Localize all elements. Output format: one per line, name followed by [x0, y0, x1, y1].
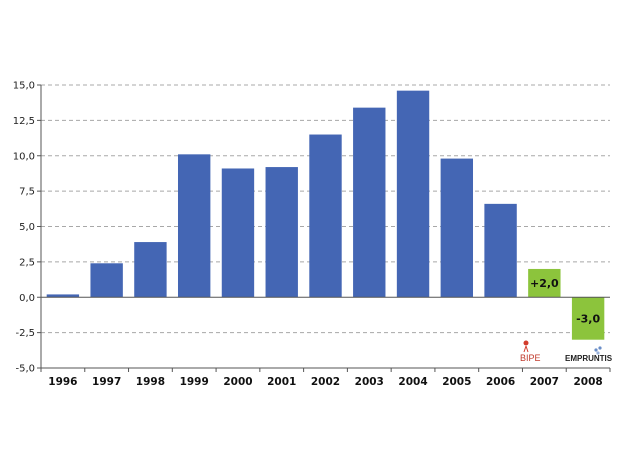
axes: [40, 85, 611, 372]
bar-1998: [134, 242, 167, 298]
y-tick-label: -2,5: [15, 328, 35, 339]
bar-2006: [484, 203, 517, 298]
bipe-logo: BIPE: [520, 340, 541, 363]
x-tick-label: 2004: [398, 376, 427, 388]
x-tick-label: 2005: [442, 376, 471, 388]
x-tick-label: 2008: [573, 376, 602, 388]
bar-2003: [353, 107, 386, 298]
empruntis-logo: EMPRUNTIS: [565, 346, 613, 363]
bar-2002: [309, 134, 342, 298]
x-tick-labels: 1996 1997 1998 1999 2000 2001 2002 2003 2004 2005…: [48, 376, 602, 388]
y-tick-label: -5,0: [15, 364, 35, 375]
x-tick-label: 1996: [48, 376, 77, 388]
y-tick-labels: -5,0 -2,5 0,0 2,5 5,0 7,5 10,0 12,5 15,0: [13, 81, 41, 375]
x-tick-label: 2007: [530, 376, 559, 388]
bar-2007: [528, 268, 561, 298]
bars: [46, 90, 605, 340]
y-tick-label: 5,0: [19, 222, 35, 233]
y-tick-label: 10,0: [13, 151, 35, 162]
bipe-logo-text: BIPE: [520, 353, 541, 363]
y-tick-label: 7,5: [19, 187, 35, 198]
x-tick-label: 1998: [136, 376, 165, 388]
source-logos: BIPE EMPRUNTIS: [520, 340, 613, 363]
data-labels: +2,0 -3,0: [530, 277, 600, 325]
data-label-2007: +2,0: [530, 277, 559, 290]
x-tick-label: 2000: [223, 376, 252, 388]
bar-1997: [90, 263, 123, 298]
bar-2005: [440, 158, 474, 298]
bar-2004: [396, 90, 430, 298]
y-tick-label: 12,5: [13, 116, 35, 127]
empruntis-logo-text: EMPRUNTIS: [565, 354, 613, 363]
data-label-2008: -3,0: [576, 312, 600, 325]
bar-2008: [571, 297, 605, 340]
y-tick-label: 0,0: [19, 293, 35, 304]
x-tick-label: 1999: [180, 376, 209, 388]
bar-2001: [265, 167, 298, 298]
bar-2000: [221, 168, 255, 298]
x-tick-label: 2006: [486, 376, 515, 388]
y-tick-label: 2,5: [19, 257, 35, 268]
bar-1996: [46, 294, 80, 298]
x-tick-label: 2001: [267, 376, 296, 388]
x-tick-label: 2003: [355, 376, 384, 388]
bar-1999: [177, 154, 211, 298]
y-tick-label: 15,0: [13, 81, 35, 92]
x-tick-label: 2002: [311, 376, 340, 388]
x-tick-label: 1997: [92, 376, 121, 388]
